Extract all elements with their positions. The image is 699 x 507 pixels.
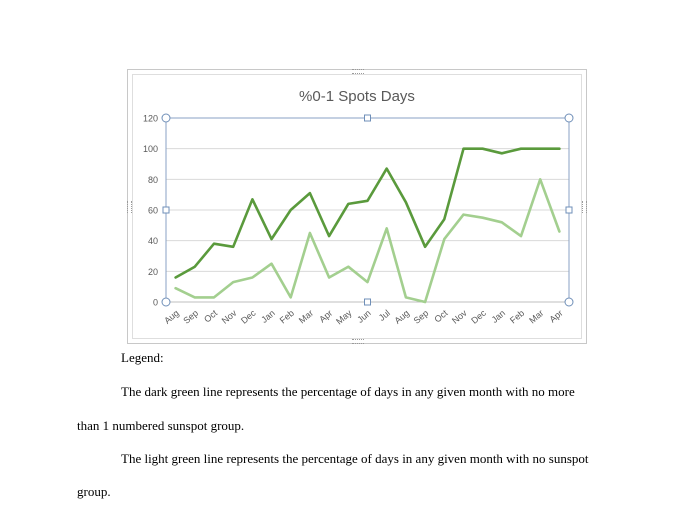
x-tick-label: Sep [181, 308, 200, 326]
x-tick-label: Jun [355, 308, 373, 325]
x-tick-label: May [334, 308, 354, 327]
x-tick-label: Aug [162, 308, 181, 326]
x-tick-label: Feb [278, 308, 296, 326]
x-tick-label: Dec [469, 308, 488, 326]
paragraph-2-line-1: The light green line represents the perc… [121, 451, 589, 466]
left-resize-grip[interactable] [127, 201, 132, 213]
x-tick-label: Dec [239, 308, 258, 326]
x-tick-label: Sep [412, 308, 431, 326]
corner-selection-handle [564, 113, 574, 123]
x-tick-label: Apr [548, 308, 565, 325]
corner-selection-handle [161, 113, 171, 123]
right-resize-grip[interactable] [582, 201, 587, 213]
side-selection-handle [565, 206, 573, 214]
corner-selection-handle [564, 297, 574, 307]
y-tick-label: 20 [148, 267, 158, 277]
x-tick-label: Feb [508, 308, 526, 326]
y-tick-label: 80 [148, 175, 158, 185]
x-tick-label: Mar [297, 308, 315, 326]
paragraph-1-line-2: than 1 numbered sunspot group. [77, 418, 245, 433]
x-tick-label: Jan [490, 308, 508, 325]
bottom-resize-grip[interactable] [352, 339, 364, 344]
x-tick-label: Nov [450, 308, 469, 326]
top-resize-grip[interactable] [352, 69, 364, 74]
x-tick-label: Oct [202, 308, 220, 325]
x-tick-label: Mar [527, 308, 545, 326]
x-tick-label: Oct [432, 308, 450, 325]
series-line-1 [174, 147, 561, 279]
y-tick-label: 60 [148, 206, 158, 216]
chart-title: %0-1 Spots Days [299, 88, 415, 105]
x-tick-label: Apr [317, 308, 334, 325]
side-selection-handle [364, 114, 371, 122]
x-tick-label: Nov [220, 308, 239, 326]
y-tick-label: 120 [143, 114, 158, 124]
legend-heading: Legend: [121, 350, 164, 365]
side-selection-handle [364, 298, 371, 306]
y-tick-label: 100 [143, 144, 158, 154]
y-tick-label: 0 [153, 298, 158, 308]
x-tick-label: Jul [377, 308, 392, 323]
chart-area-border [132, 74, 582, 339]
paragraph-2-line-2: group. [77, 484, 111, 499]
x-tick-label: Aug [392, 308, 411, 326]
paragraph-1-line-1: The dark green line represents the perce… [121, 384, 575, 399]
side-selection-handle [162, 206, 170, 214]
y-tick-label: 40 [148, 236, 158, 246]
series-line-2 [174, 178, 561, 304]
x-tick-label: Jan [259, 308, 277, 325]
corner-selection-handle [161, 297, 171, 307]
